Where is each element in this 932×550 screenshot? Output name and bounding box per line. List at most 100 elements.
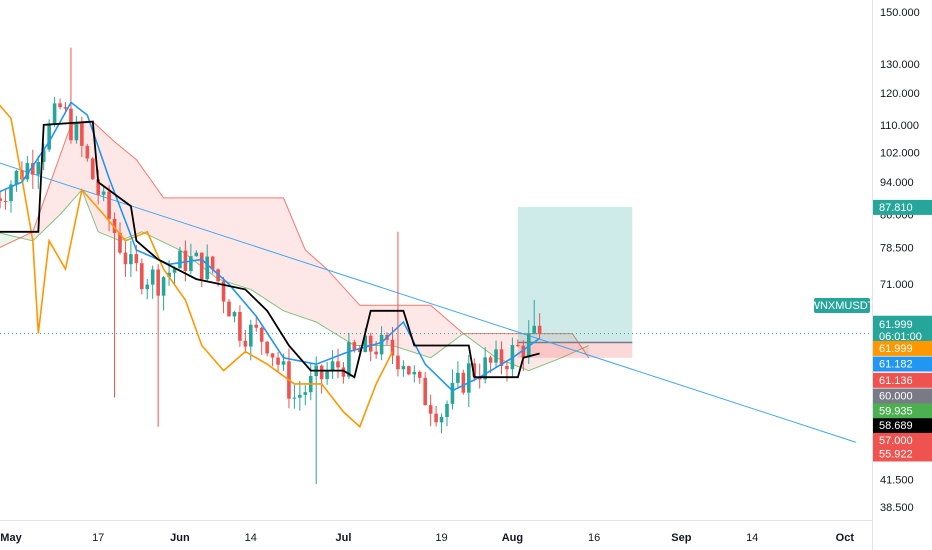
candle-body (423, 377, 427, 406)
candle (537, 313, 542, 339)
candle-body (298, 394, 302, 398)
candle-body (483, 357, 487, 380)
candle (456, 361, 460, 389)
cloud-segment (185, 197, 191, 259)
symbol-label-text: WNXMUSDT (810, 300, 875, 312)
candle-body (205, 256, 209, 280)
candle-body (276, 357, 280, 365)
candle (461, 369, 466, 395)
y-tick-label: 150.000 (880, 7, 920, 19)
cloud-segment (32, 216, 39, 241)
candle-body (407, 366, 411, 375)
candle (156, 264, 160, 427)
candle (74, 115, 79, 144)
cloud-segment (169, 197, 175, 248)
candle (303, 385, 308, 406)
candle (292, 384, 297, 409)
symbol-label[interactable]: WNXMUSDT (810, 298, 875, 313)
senkou-span-b-line (0, 121, 590, 359)
plot-area[interactable] (0, 47, 872, 485)
price-tag-value: 61.999 (879, 319, 913, 331)
y-tick-label: 120.000 (880, 88, 920, 100)
candle-body (494, 349, 498, 363)
price-tag: 60.000 (873, 388, 932, 404)
x-axis[interactable]: May 17 Jun 14 Jul 19 Aug 16 Sep 14 Oct (0, 532, 854, 544)
candle (319, 364, 324, 394)
price-tag-value: 60.000 (879, 391, 913, 403)
candle-body (9, 184, 13, 202)
cloud-segment (163, 197, 170, 245)
candle (172, 266, 177, 285)
candle (52, 96, 57, 127)
candle (101, 186, 106, 202)
x-tick-label: Jun (170, 532, 190, 544)
x-tick-label: May (0, 532, 22, 544)
candle-body (0, 198, 2, 201)
candle (516, 339, 520, 347)
y-tick-label: 102.000 (880, 147, 920, 159)
price-tag: 87.810 (873, 199, 932, 215)
cloud-segment (556, 333, 562, 360)
lagging-span-line (0, 104, 394, 429)
candle-body (134, 254, 139, 264)
candle-body (41, 149, 46, 163)
candle (325, 362, 329, 385)
candle-body (265, 341, 269, 354)
candle-body (521, 345, 526, 358)
candle (205, 244, 209, 282)
candle (3, 188, 8, 210)
price-tag-bg (873, 372, 932, 388)
candle (25, 156, 30, 182)
cloud-segment (321, 264, 328, 329)
cloud-segment (288, 210, 295, 315)
candle (58, 98, 62, 110)
candle (521, 340, 526, 372)
candle (249, 319, 253, 361)
candle-body (374, 351, 378, 355)
long-position-target-zone[interactable] (517, 206, 633, 343)
candle (150, 265, 155, 299)
base-line (0, 120, 540, 379)
candle (161, 275, 166, 311)
cloud-segment (550, 333, 556, 363)
y-tick-label: 130.000 (880, 59, 920, 71)
candle (532, 299, 536, 335)
trendline[interactable] (0, 160, 856, 443)
candle-body (363, 335, 368, 353)
cloud-segment (283, 197, 289, 313)
candle-body (96, 179, 100, 195)
candle-body (467, 363, 471, 393)
price-tag: 57.000 (873, 432, 932, 448)
x-tick-label: 14 (746, 532, 758, 544)
candle-body (379, 334, 384, 355)
cloud-segment (0, 233, 6, 248)
candle (31, 149, 35, 190)
candle (221, 276, 226, 314)
candle (445, 400, 449, 427)
price-tag-bg (873, 418, 932, 434)
candle (232, 310, 237, 323)
candle (270, 352, 275, 367)
candle (238, 305, 242, 347)
price-tag: 61.999 (873, 340, 932, 356)
candle-body (445, 403, 449, 417)
candle (140, 258, 144, 295)
candle-body (178, 250, 182, 269)
cloud-segment (348, 293, 355, 346)
candle-body (516, 345, 520, 347)
candle (129, 240, 133, 277)
candle (347, 332, 351, 379)
candle (199, 252, 204, 288)
candle (85, 143, 90, 162)
cloud-segment (299, 237, 306, 319)
candle-body (336, 361, 340, 368)
candle-body (249, 324, 253, 347)
candle-body (14, 170, 19, 185)
candle-body (129, 254, 133, 265)
countdown-text: 06:01:00 (879, 331, 922, 343)
candle (41, 143, 46, 171)
candle-body (456, 372, 460, 383)
